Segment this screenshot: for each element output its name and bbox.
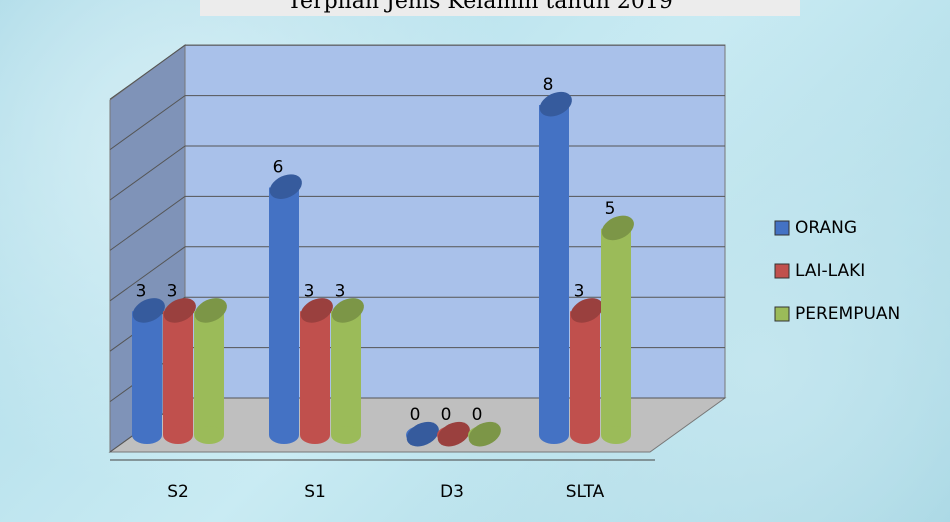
cylinder-base (601, 426, 631, 444)
legend-swatch (774, 306, 790, 322)
cylinder-body (300, 311, 330, 435)
legend-label: PEREMPUAN (795, 304, 900, 324)
cylinder-base (570, 426, 600, 444)
data-label: 0 (472, 405, 483, 425)
cylinder-top (601, 215, 634, 241)
cylinder-top (331, 298, 364, 323)
cylinder-base (163, 426, 193, 444)
data-label: 5 (605, 199, 616, 219)
cylinder (437, 421, 470, 447)
cylinder (570, 298, 603, 444)
x-tick-label: SLTA (566, 482, 605, 502)
legend-label: ORANG (795, 218, 857, 238)
cylinder-top (300, 298, 333, 323)
data-label: 0 (410, 405, 421, 425)
cylinder-top (269, 174, 302, 199)
chart-title: Terpilah Jenis Kelamin tahun 2019 (287, 0, 673, 14)
data-label: 3 (574, 281, 585, 301)
x-tick-label: S1 (304, 482, 326, 502)
grid-line (109, 44, 186, 100)
data-label: 3 (335, 281, 346, 301)
cylinder (331, 298, 364, 444)
cylinder (601, 215, 634, 444)
cylinder (300, 298, 333, 444)
cylinder-top (437, 421, 470, 447)
cylinder-top (570, 298, 603, 323)
data-label: 8 (543, 75, 554, 95)
cylinder (163, 298, 196, 444)
cylinder-top (406, 421, 439, 447)
cylinder-base (132, 426, 162, 444)
cylinder (132, 298, 165, 444)
x-tick-label: S2 (167, 482, 189, 502)
data-label: 3 (304, 281, 315, 301)
cylinder-top (539, 91, 572, 117)
cylinder-body (194, 311, 224, 435)
cylinder (269, 174, 302, 444)
cylinder-body (269, 187, 299, 435)
title-box (200, 0, 800, 16)
data-label: 3 (136, 281, 147, 301)
legend-swatch (774, 263, 790, 279)
cylinder-top (468, 421, 501, 447)
cylinder-top (163, 298, 196, 323)
cylinder (468, 421, 501, 447)
legend-label: LAI-LAKI (795, 261, 865, 281)
cylinder (539, 91, 572, 444)
cylinder-base (194, 426, 224, 444)
legend-swatch (774, 220, 790, 236)
cylinder-base (269, 426, 299, 444)
grid-line (109, 246, 186, 302)
grid-line (109, 145, 186, 201)
cylinder-top (132, 298, 165, 323)
x-tick-label: D3 (440, 482, 464, 502)
cylinder (406, 421, 439, 447)
back-wall (184, 44, 726, 399)
cylinder (194, 298, 227, 444)
data-label: 0 (441, 405, 452, 425)
cylinder-base (331, 426, 361, 444)
cylinder-body (331, 311, 361, 435)
data-label: 6 (273, 158, 284, 178)
cylinder-body (570, 311, 600, 435)
cylinder-body (163, 311, 193, 435)
data-label: 3 (167, 281, 178, 301)
cylinder-body (539, 105, 569, 435)
grid-line (109, 95, 186, 151)
cylinder-top (194, 298, 227, 323)
cylinder-base (300, 426, 330, 444)
cylinder-body (601, 228, 631, 435)
cylinder-base (539, 426, 569, 444)
cylinder-body (132, 311, 162, 435)
grid-line (109, 195, 186, 251)
